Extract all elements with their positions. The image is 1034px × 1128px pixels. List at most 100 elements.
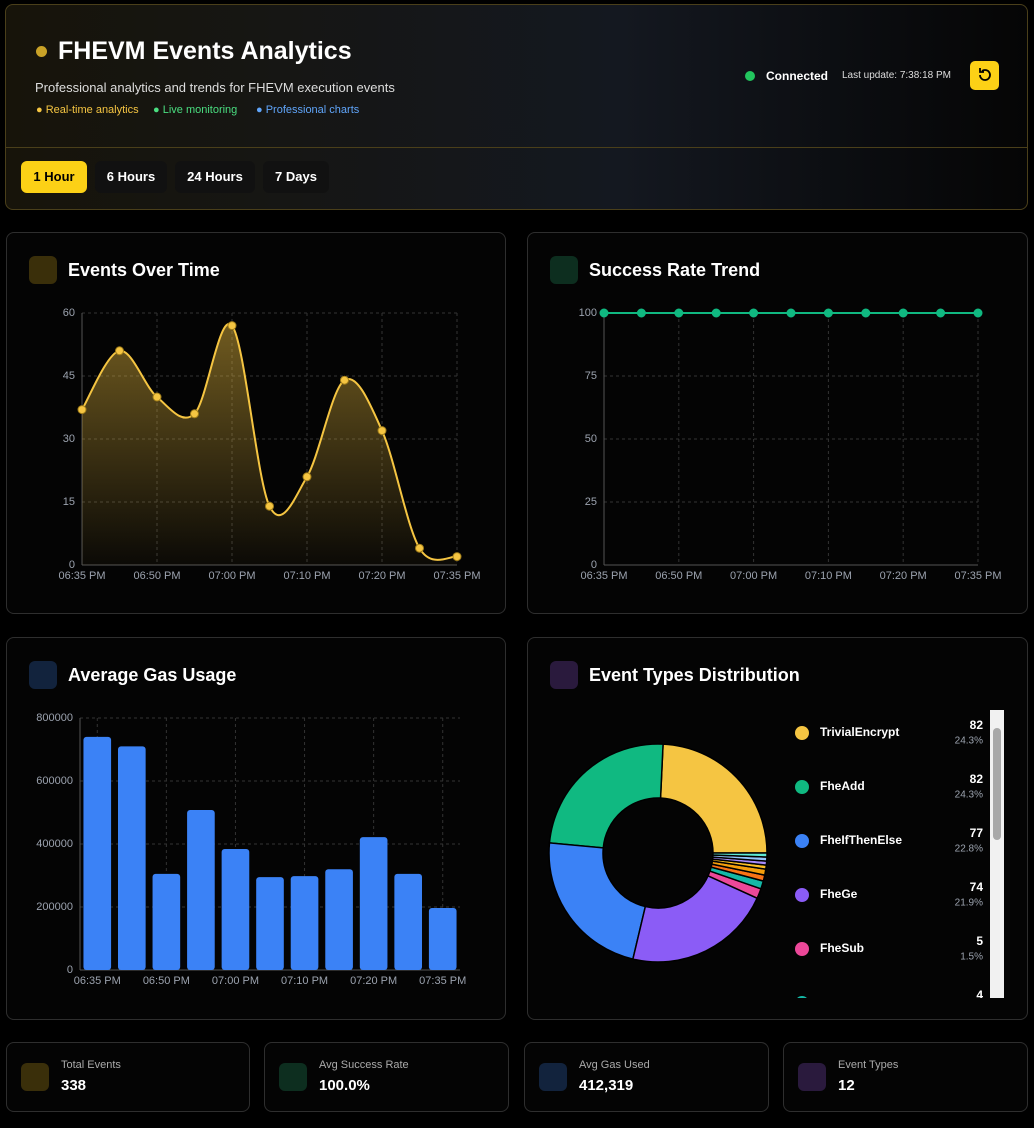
y-tick-label: 400000 <box>36 838 73 850</box>
x-tick-label: 06:35 PM <box>58 570 105 582</box>
x-tick-label: 06:50 PM <box>143 975 190 987</box>
y-tick-label: 60 <box>63 307 75 319</box>
stat-value: 12 <box>838 1077 855 1094</box>
icon <box>539 1063 567 1091</box>
legend-percent: 21.9% <box>955 898 983 909</box>
legend-percent: 1.5% <box>960 952 983 963</box>
x-tick-label: 07:20 PM <box>358 570 405 582</box>
legend-swatch <box>797 996 807 998</box>
pie-slice <box>548 842 647 960</box>
badge: ● Real-time analytics <box>36 104 139 116</box>
point <box>861 308 871 318</box>
legend-swatch <box>795 888 809 902</box>
point <box>115 346 124 356</box>
point <box>265 501 274 511</box>
divider <box>6 147 1027 148</box>
y-tick-label: 600000 <box>36 775 73 787</box>
chart-panel: Event Types Distribution <box>527 637 1028 1020</box>
subtitle: Professional analytics and trends for FH… <box>35 80 395 95</box>
legend-label: FheGe <box>820 887 858 901</box>
point <box>898 308 908 318</box>
stat-label: Event Types <box>838 1059 899 1071</box>
legend-percent: 24.3% <box>955 790 983 801</box>
bar <box>359 837 388 970</box>
stat-label: Avg Success Rate <box>319 1059 409 1071</box>
bar <box>256 877 284 970</box>
x-tick-label: 07:35 PM <box>954 570 1001 582</box>
stat-value: 412,319 <box>579 1077 634 1094</box>
legend-swatch <box>795 780 809 794</box>
y-tick-label: 0 <box>591 559 597 571</box>
y-tick-label: 800000 <box>36 712 73 724</box>
icon <box>29 661 57 689</box>
stat-card: Total Events 338 <box>6 1042 250 1112</box>
point <box>599 308 609 318</box>
bar <box>83 736 112 970</box>
icon <box>279 1063 307 1091</box>
bar <box>428 907 457 970</box>
x-tick-label: 06:50 PM <box>133 570 180 582</box>
point <box>415 543 424 553</box>
stat-card: Avg Gas Used 412,319 <box>524 1042 769 1112</box>
x-tick-label: 07:00 PM <box>212 975 259 987</box>
legend-label: FheSub <box>820 941 864 955</box>
time-button[interactable]: 6 Hours <box>95 161 167 193</box>
y-tick-label: 50 <box>585 433 597 445</box>
point <box>340 375 349 385</box>
y-tick-label: 30 <box>63 433 75 445</box>
badge-text: Live monitoring <box>162 104 238 116</box>
point <box>190 409 199 419</box>
status-dot <box>745 71 755 81</box>
x-tick-label: 07:00 PM <box>730 570 777 582</box>
stat-value: 100.0% <box>319 1077 370 1094</box>
legend-label: TrivialEncrypt <box>820 725 899 739</box>
status: Connected <box>766 69 829 83</box>
point <box>749 308 759 318</box>
refresh-button[interactable] <box>970 61 999 90</box>
chart-panel: Success Rate Trend <box>527 232 1028 614</box>
point <box>152 392 162 402</box>
y-tick-label: 0 <box>67 964 73 976</box>
point <box>227 321 237 331</box>
y-tick-label: 45 <box>63 370 75 382</box>
stat-value: 338 <box>61 1077 87 1094</box>
icon <box>29 256 57 284</box>
y-tick-label: 0 <box>69 559 75 571</box>
legend-value: 82 <box>970 718 984 732</box>
point <box>936 308 946 318</box>
point <box>302 472 312 482</box>
scrollbar-thumb <box>993 728 1001 840</box>
pie-slice <box>631 874 759 963</box>
title-dot <box>36 46 47 57</box>
legend-percent: 22.8% <box>955 844 983 855</box>
chart-title: Events Over Time <box>68 260 220 280</box>
point <box>377 426 387 436</box>
point <box>636 308 646 318</box>
y-tick-label: 75 <box>585 370 597 382</box>
legend-value: 4 <box>976 988 983 1002</box>
time-button[interactable]: 7 Days <box>263 161 329 193</box>
badge: ● Professional charts <box>256 104 360 116</box>
pie-slice <box>659 743 768 854</box>
x-tick-label: 07:35 PM <box>433 570 480 582</box>
legend-value: 5 <box>976 934 983 948</box>
area <box>82 323 457 565</box>
badge-text: Professional charts <box>265 104 360 116</box>
y-tick-label: 25 <box>585 496 597 508</box>
y-tick-label: 15 <box>63 496 75 508</box>
point <box>786 308 796 318</box>
bar <box>187 809 215 970</box>
legend-swatch <box>795 726 809 740</box>
chart-title: Event Types Distribution <box>589 665 800 685</box>
legend-swatch <box>795 942 809 956</box>
x-tick-label: 07:10 PM <box>805 570 852 582</box>
badge-text: Real-time analytics <box>45 104 139 116</box>
x-tick-label: 06:50 PM <box>655 570 702 582</box>
stat-label: Total Events <box>61 1059 121 1071</box>
bar <box>221 849 250 970</box>
time-button[interactable]: 1 Hour <box>21 161 87 193</box>
point <box>452 552 462 562</box>
time-button[interactable]: 24 Hours <box>175 161 255 193</box>
